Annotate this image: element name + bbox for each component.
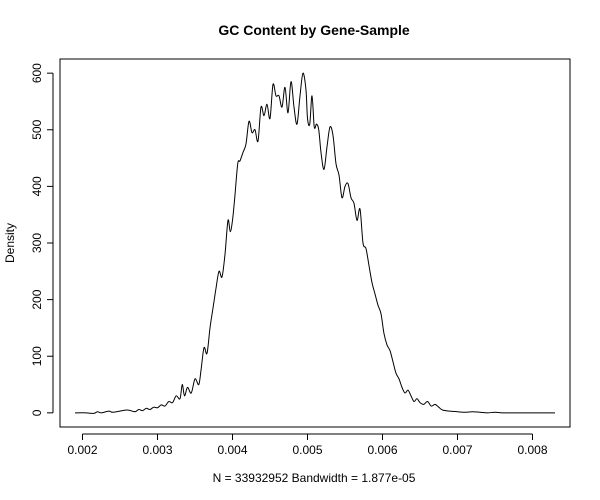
- y-tick-label: 600: [30, 63, 44, 83]
- plot-frame: [59, 58, 571, 428]
- x-axis: 0.002 0.003 0.004 0.005 0.006 0.007 0.008: [67, 433, 548, 457]
- y-tick-label: 400: [30, 176, 44, 196]
- x-tick-label: 0.002: [67, 443, 97, 457]
- y-tick-label: 200: [30, 289, 44, 309]
- x-tick-label: 0.007: [442, 443, 472, 457]
- y-tick-label: 100: [30, 346, 44, 366]
- x-axis-label: N = 33932952 Bandwidth = 1.877e-05: [213, 471, 416, 485]
- x-tick-label: 0.006: [367, 443, 397, 457]
- x-tick-label: 0.008: [517, 443, 547, 457]
- y-tick-label: 500: [30, 119, 44, 139]
- y-axis: 0 100 200 300 400 500 600: [30, 63, 54, 416]
- y-axis-label: Density: [3, 223, 17, 263]
- series-layer: [74, 72, 555, 414]
- density-line: [74, 72, 555, 414]
- y-tick-label: 0: [30, 409, 44, 416]
- x-tick-label: 0.005: [292, 443, 322, 457]
- x-tick-label: 0.004: [217, 443, 247, 457]
- y-tick-label: 300: [30, 233, 44, 253]
- chart-title: GC Content by Gene-Sample: [218, 22, 410, 38]
- x-tick-label: 0.003: [142, 443, 172, 457]
